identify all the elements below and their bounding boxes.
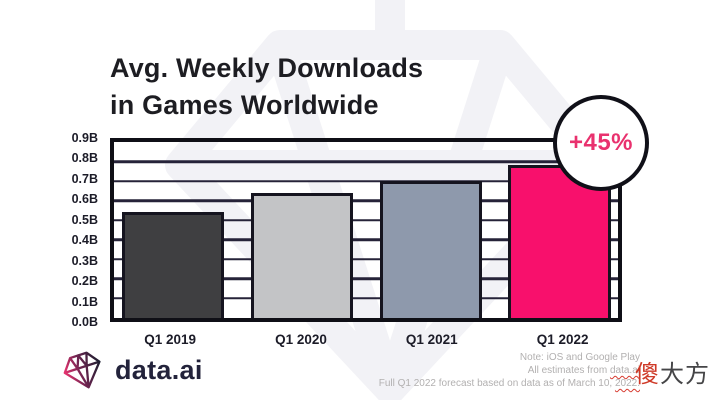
bar-q1-2019 xyxy=(122,212,225,318)
gridline xyxy=(114,258,618,261)
y-tick-label: 0.2B xyxy=(71,274,98,289)
x-axis: Q1 2019 Q1 2020 Q1 2021 Q1 2022 xyxy=(110,330,622,348)
growth-badge: +45% xyxy=(553,95,649,191)
y-axis: 0.0B 0.1B 0.2B 0.3B 0.4B 0.5B 0.6B 0.7B 0.8B 0.9B xyxy=(0,131,104,329)
x-tick-label: Q1 2020 xyxy=(275,332,327,347)
chart-title-line1: Avg. Weekly Downloads xyxy=(110,53,424,83)
bar-q1-2021 xyxy=(379,181,482,318)
growth-badge-label: +45% xyxy=(568,129,634,156)
y-tick-label: 0.0B xyxy=(71,315,98,329)
y-tick-label: 0.6B xyxy=(71,192,98,207)
plot-area xyxy=(110,138,622,322)
source-note-line2: All estimates from data.ai xyxy=(527,365,640,376)
gridline xyxy=(114,199,618,202)
chart-title-line2: in Games Worldwide xyxy=(110,90,379,121)
y-tick-label: 0.7B xyxy=(71,171,98,186)
chart-title: Avg. Weekly Downloads in Games Worldwide xyxy=(110,50,423,125)
source-note-year: 2022. xyxy=(614,378,640,389)
site-watermark: 傻大方 xyxy=(635,354,710,389)
source-note-line3: Full Q1 2022 forecast based on data as o… xyxy=(378,378,640,389)
site-watermark-rest: 大方 xyxy=(660,361,710,388)
gridline xyxy=(114,297,618,300)
source-note-dataai: data.ai xyxy=(609,365,640,376)
y-tick-label: 0.8B xyxy=(71,151,98,166)
gridline xyxy=(114,277,618,281)
y-tick-label: 0.1B xyxy=(71,294,98,309)
gridline xyxy=(114,179,618,183)
gridline xyxy=(114,160,618,163)
y-tick-label: 0.9B xyxy=(71,131,98,145)
y-tick-label: 0.3B xyxy=(71,253,98,268)
data-ai-gem-icon xyxy=(63,351,101,389)
x-tick-label: Q1 2022 xyxy=(536,332,589,347)
x-tick-label: Q1 2021 xyxy=(405,332,458,347)
data-ai-logo-label: data.ai xyxy=(115,354,203,385)
data-ai-logo: data.ai xyxy=(60,347,203,393)
site-watermark-char1: 傻 xyxy=(635,361,660,388)
y-tick-label: 0.5B xyxy=(71,212,98,227)
y-tick-label: 0.4B xyxy=(71,233,98,248)
bar-q1-2020 xyxy=(250,192,354,318)
gridline xyxy=(114,238,618,242)
gridline xyxy=(114,218,618,222)
source-note-line1: Note: iOS and Google Play xyxy=(519,352,640,363)
source-note: Note: iOS and Google Play All estimates … xyxy=(379,351,640,390)
x-tick-label: Q1 2019 xyxy=(144,332,197,347)
